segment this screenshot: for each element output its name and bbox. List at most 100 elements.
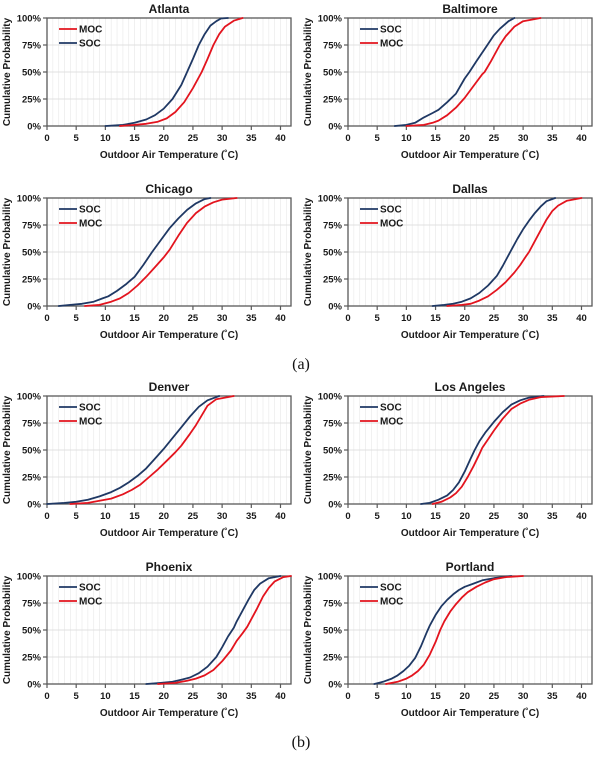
y-tick-label: 75% (21, 41, 41, 52)
legend-label-soc: SOC (79, 583, 101, 594)
x-tick-label: 5 (374, 511, 380, 522)
x-tick-label: 15 (430, 313, 441, 324)
x-tick-label: 20 (459, 133, 470, 144)
chart-title: Portland (445, 560, 494, 574)
x-tick-label: 15 (129, 691, 140, 702)
chart-chicago: 0 5 10 15 20 25 30 35 40 0% 25% 50% 75% 100% SOC MOC Chi… (2, 182, 292, 341)
series-moc (384, 575, 524, 685)
series-soc (419, 395, 545, 505)
x-axis-label: Outdoor Air Temperature (˚C) (99, 329, 237, 341)
series-soc (104, 17, 229, 127)
y-tick-label: 25% (21, 95, 41, 106)
legend-label-moc: MOC (380, 597, 403, 608)
y-tick-label: 100% (16, 194, 41, 205)
x-tick-label: 30 (517, 133, 528, 144)
y-tick-label: 50% (21, 68, 41, 79)
y-tick-label: 0% (27, 122, 41, 133)
x-tick-label: 40 (275, 133, 286, 144)
x-tick-label: 30 (216, 133, 227, 144)
y-tick-label: 0% (27, 302, 41, 313)
y-axis-label: Cumulative Probability (303, 575, 314, 684)
x-tick-label: 30 (216, 313, 227, 324)
chart-portland: 0 5 10 15 20 25 30 35 40 0% 25% 50% 75% 100% SOC MOC Por… (303, 560, 593, 719)
y-axis-label: Cumulative Probability (2, 17, 13, 126)
group-b-label: (b) (291, 734, 311, 751)
legend-label-soc: SOC (79, 205, 101, 216)
y-axis-label: Cumulative Probability (303, 395, 314, 504)
x-tick-label: 10 (100, 133, 111, 144)
series-moc (68, 395, 235, 505)
y-tick-label: 0% (328, 680, 342, 691)
legend-label-moc: MOC (79, 25, 102, 36)
x-tick-label: 20 (158, 511, 169, 522)
x-tick-label: 25 (187, 133, 198, 144)
group-a-label: (a) (292, 356, 310, 373)
x-axis-label: Outdoor Air Temperature (˚C) (400, 527, 538, 539)
x-tick-label: 30 (517, 691, 528, 702)
x-axis-label: Outdoor Air Temperature (˚C) (99, 149, 237, 161)
x-tick-label: 20 (158, 133, 169, 144)
chart-los-angeles: 0 5 10 15 20 25 30 35 40 0% 25% 50% 75% 100% SOC MOC Los… (303, 380, 593, 539)
x-tick-label: 0 (345, 511, 350, 522)
series-soc (45, 395, 220, 505)
x-tick-label: 15 (129, 313, 140, 324)
x-axis-label: Outdoor Air Temperature (˚C) (400, 149, 538, 161)
x-tick-label: 0 (345, 313, 350, 324)
y-tick-label: 0% (328, 302, 342, 313)
chart-title: Chicago (145, 182, 192, 196)
legend-label-soc: SOC (380, 403, 402, 414)
x-tick-label: 20 (459, 313, 470, 324)
y-axis-label: Cumulative Probability (303, 197, 314, 306)
series-soc (144, 575, 281, 685)
chart-baltimore: 0 5 10 15 20 25 30 35 40 0% 25% 50% 75% 100% SOC MOC Bal… (303, 2, 593, 161)
x-tick-label: 5 (374, 133, 380, 144)
legend-label-soc: SOC (79, 39, 101, 50)
x-tick-label: 0 (44, 691, 49, 702)
x-tick-label: 35 (246, 133, 257, 144)
y-tick-label: 100% (16, 14, 41, 25)
x-axis-label: Outdoor Air Temperature (˚C) (400, 707, 538, 719)
y-tick-label: 25% (322, 473, 342, 484)
y-tick-label: 50% (21, 446, 41, 457)
chart-title: Los Angeles (434, 380, 505, 394)
y-tick-label: 50% (21, 248, 41, 259)
x-tick-label: 40 (576, 691, 587, 702)
series-soc (372, 575, 512, 685)
x-tick-label: 30 (517, 313, 528, 324)
legend-label-moc: MOC (380, 39, 403, 50)
x-tick-label: 0 (44, 133, 49, 144)
y-axis-label: Cumulative Probability (2, 197, 13, 306)
y-tick-label: 0% (27, 680, 41, 691)
x-tick-label: 35 (547, 313, 558, 324)
x-tick-label: 5 (73, 511, 79, 522)
x-tick-label: 25 (187, 691, 198, 702)
x-tick-label: 10 (100, 691, 111, 702)
y-tick-label: 75% (21, 419, 41, 430)
y-tick-label: 50% (21, 626, 41, 637)
x-tick-label: 25 (488, 511, 499, 522)
x-tick-label: 10 (401, 133, 412, 144)
x-tick-label: 5 (73, 133, 79, 144)
legend-label-moc: MOC (79, 597, 102, 608)
y-tick-label: 100% (317, 194, 342, 205)
x-tick-label: 20 (459, 691, 470, 702)
y-tick-label: 0% (328, 500, 342, 511)
y-tick-label: 0% (27, 500, 41, 511)
chart-denver: 0 5 10 15 20 25 30 35 40 0% 25% 50% 75% 100% SOC MOC Den… (2, 380, 292, 539)
series-soc (431, 197, 556, 307)
y-tick-label: 100% (16, 572, 41, 583)
y-tick-label: 75% (322, 599, 342, 610)
x-tick-label: 15 (129, 511, 140, 522)
x-tick-label: 0 (44, 511, 49, 522)
chart-dallas: 0 5 10 15 20 25 30 35 40 0% 25% 50% 75% 100% SOC MOC Dal… (303, 182, 593, 341)
x-tick-label: 30 (216, 691, 227, 702)
x-tick-label: 40 (576, 133, 587, 144)
x-tick-label: 35 (547, 133, 558, 144)
cdf-figure: 0 5 10 15 20 25 30 35 40 0% 25% 50% 75% 100% MOC SOC Atl… (2, 2, 593, 751)
x-axis-label: Outdoor Air Temperature (˚C) (99, 707, 237, 719)
chart-atlanta: 0 5 10 15 20 25 30 35 40 0% 25% 50% 75% 100% MOC SOC Atl… (2, 2, 292, 161)
x-tick-label: 40 (576, 511, 587, 522)
y-axis-label: Cumulative Probability (2, 395, 13, 504)
series-moc (156, 575, 292, 685)
y-tick-label: 50% (322, 446, 342, 457)
